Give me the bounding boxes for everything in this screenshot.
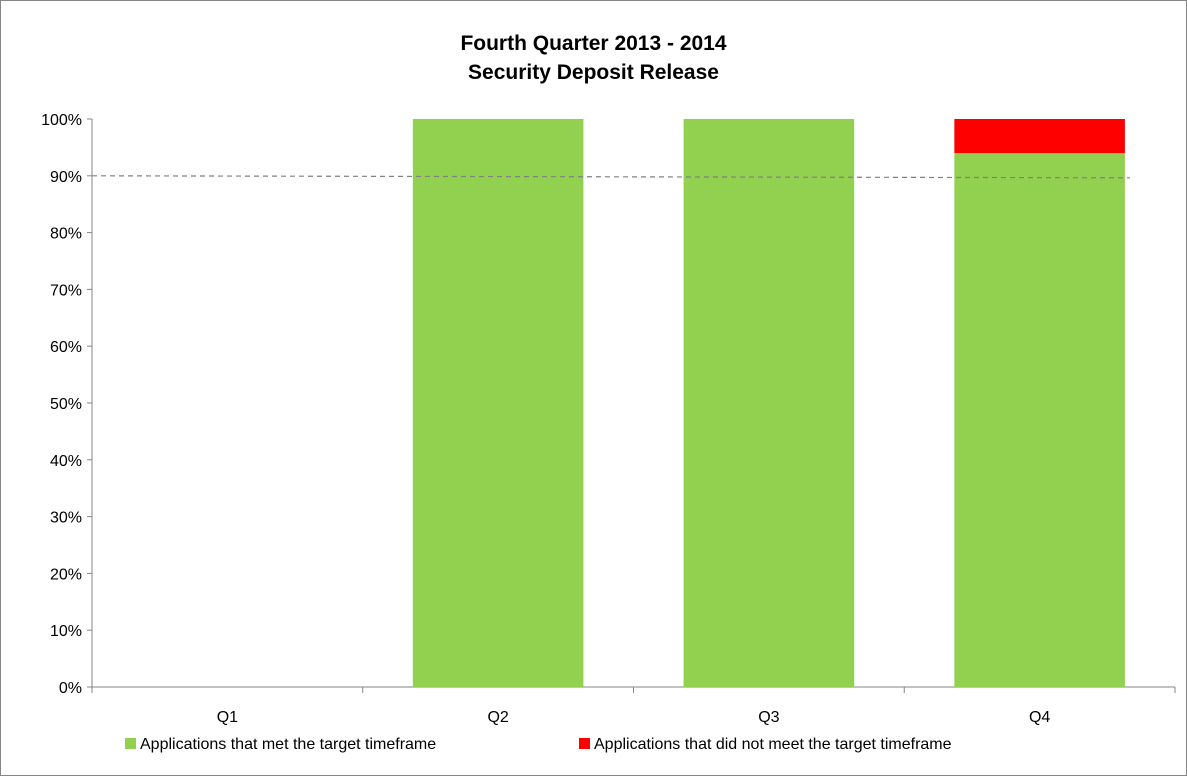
chart-title: Fourth Quarter 2013 - 2014 [460,32,727,55]
chart-title-block: Fourth Quarter 2013 - 2014 Security Depo… [1,29,1186,87]
bar-q4-series-2 [954,119,1125,154]
legend-label-2: Applications that did not meet the targe… [594,736,952,753]
y-tick-label: 40% [50,453,82,470]
y-tick-label: 70% [50,282,82,299]
y-tick-label: 20% [50,566,82,583]
target-line [91,175,1131,179]
legend-swatch-2 [579,738,590,749]
legend-label-1: Applications that met the target timefra… [140,736,436,753]
y-tick-label: 50% [50,396,82,413]
legend-swatch-1 [125,738,136,749]
y-tick-label: 80% [50,226,82,243]
x-tick-label: Q1 [217,709,238,726]
y-tick-label: 0% [59,680,82,697]
bar-q4-series-1 [954,153,1125,687]
x-tick-label: Q4 [1029,709,1050,726]
y-tick-label: 10% [50,623,82,640]
bar-q2-series-1 [412,119,584,687]
y-tick-label: 100% [41,112,82,129]
y-tick-label: 30% [50,510,82,527]
y-tick-label: 90% [50,169,82,186]
x-tick-label: Q3 [758,709,779,726]
chart-subtitle: Security Deposit Release [468,61,719,84]
y-tick-label: 60% [50,339,82,356]
bar-q3-series-1 [683,119,855,687]
x-tick-label: Q2 [487,709,508,726]
